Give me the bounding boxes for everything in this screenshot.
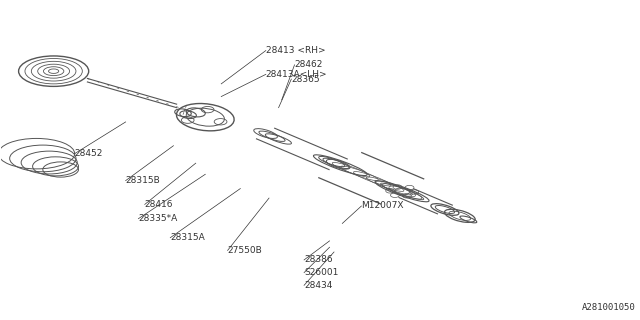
Text: 28335*A: 28335*A	[138, 214, 178, 223]
Text: 28315A: 28315A	[170, 233, 205, 242]
Text: S26001: S26001	[304, 268, 339, 277]
Text: M12007X: M12007X	[362, 202, 404, 211]
Text: 28416: 28416	[145, 200, 173, 209]
Text: 28462: 28462	[294, 60, 323, 69]
Text: A281001050: A281001050	[582, 303, 636, 312]
Text: 28413A<LH>: 28413A<LH>	[266, 70, 328, 79]
Text: 28452: 28452	[75, 149, 103, 158]
Text: 28434: 28434	[304, 281, 332, 290]
Text: 28386: 28386	[304, 255, 333, 264]
Text: 28413 <RH>: 28413 <RH>	[266, 46, 326, 55]
Text: 27550B: 27550B	[228, 246, 262, 255]
Text: 28315B: 28315B	[125, 176, 161, 185]
Text: 28365: 28365	[291, 75, 320, 84]
